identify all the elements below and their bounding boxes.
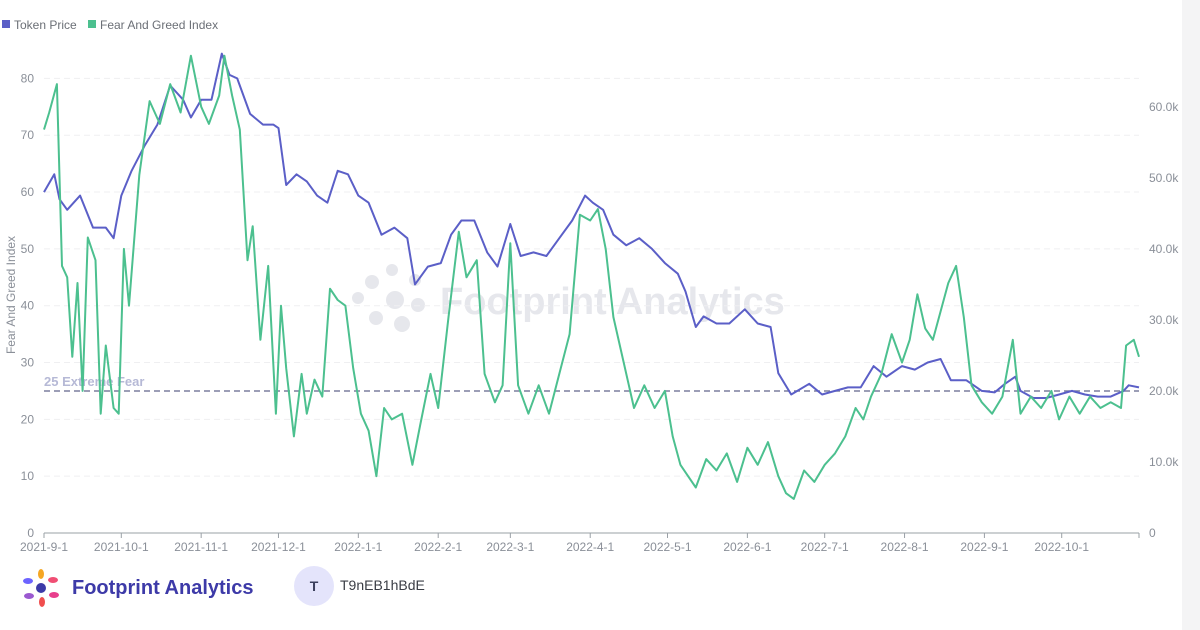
series-lines xyxy=(43,52,1140,500)
x-tick-label: 2021-9-1 xyxy=(20,540,68,554)
chart: Footprint Analytics 25 Extreme Fear 2021… xyxy=(2,18,1179,554)
y-axis-left-title: Fear And Greed Index xyxy=(4,236,18,354)
x-tick-label: 2022-2-1 xyxy=(414,540,462,554)
legend-swatch xyxy=(2,20,10,28)
legend[interactable]: Token Price Fear And Greed Index xyxy=(2,18,218,32)
y-left-tick-label: 50 xyxy=(21,242,35,256)
x-tick-label: 2022-3-1 xyxy=(486,540,534,554)
y-left-tick-label: 80 xyxy=(21,71,35,85)
y-right-tick-label: 10.0k xyxy=(1149,455,1179,469)
y-right-tick-label: 40.0k xyxy=(1149,242,1179,256)
x-tick-label: 2022-7-1 xyxy=(801,540,849,554)
legend-label: Fear And Greed Index xyxy=(100,18,218,32)
x-tick-label: 2022-10-1 xyxy=(1034,540,1089,554)
y-axis-left: 0 10 20 30 40 50 60 70 80 xyxy=(21,71,35,540)
y-left-tick-label: 40 xyxy=(21,299,35,313)
reference-line: 25 Extreme Fear xyxy=(44,374,1139,392)
x-tick-label: 2021-10-1 xyxy=(94,540,149,554)
y-right-tick-label: 20.0k xyxy=(1149,384,1179,398)
y-right-tick-label: 0 xyxy=(1149,526,1156,540)
y-left-tick-label: 0 xyxy=(27,526,34,540)
watermark: Footprint Analytics xyxy=(352,264,785,332)
footprint-logo-icon xyxy=(23,569,59,607)
brand-name: Footprint Analytics xyxy=(72,576,254,599)
username[interactable]: T9nEB1hBdE xyxy=(340,577,425,593)
x-axis: 2021-9-1 2021-10-1 2021-11-1 2021-12-1 2022-… xyxy=(20,532,1140,554)
x-tick-label: 2022-5-1 xyxy=(643,540,691,554)
legend-swatch xyxy=(88,20,96,28)
reference-line-label: 25 Extreme Fear xyxy=(44,374,144,389)
x-tick-label: 2022-4-1 xyxy=(566,540,614,554)
y-left-tick-label: 20 xyxy=(21,412,35,426)
x-tick-label: 2022-1-1 xyxy=(334,540,382,554)
brand[interactable]: Footprint Analytics xyxy=(20,568,253,608)
y-left-tick-label: 30 xyxy=(21,356,35,370)
token-price-line xyxy=(43,52,1140,399)
y-right-tick-label: 30.0k xyxy=(1149,313,1179,327)
x-tick-label: 2022-8-1 xyxy=(881,540,929,554)
y-left-tick-label: 60 xyxy=(21,185,35,199)
y-right-tick-label: 50.0k xyxy=(1149,171,1179,185)
avatar[interactable]: T xyxy=(294,566,334,606)
y-left-tick-label: 10 xyxy=(21,469,35,483)
fear-and-greed-index-line xyxy=(43,54,1140,500)
x-tick-label: 2021-12-1 xyxy=(251,540,306,554)
y-left-tick-label: 70 xyxy=(21,128,35,142)
x-tick-label: 2022-6-1 xyxy=(723,540,771,554)
y-right-tick-label: 60.0k xyxy=(1149,100,1179,114)
y-axis-right: 0 10.0k 20.0k 30.0k 40.0k 50.0k 60.0k xyxy=(1149,100,1179,540)
footer: Footprint Analytics T T9nEB1hBdE xyxy=(0,560,1200,620)
grid xyxy=(44,77,1139,477)
scrollbar[interactable] xyxy=(1182,0,1200,630)
legend-label: Token Price xyxy=(14,18,77,32)
x-tick-label: 2021-11-1 xyxy=(174,540,228,554)
x-tick-label: 2022-9-1 xyxy=(960,540,1008,554)
